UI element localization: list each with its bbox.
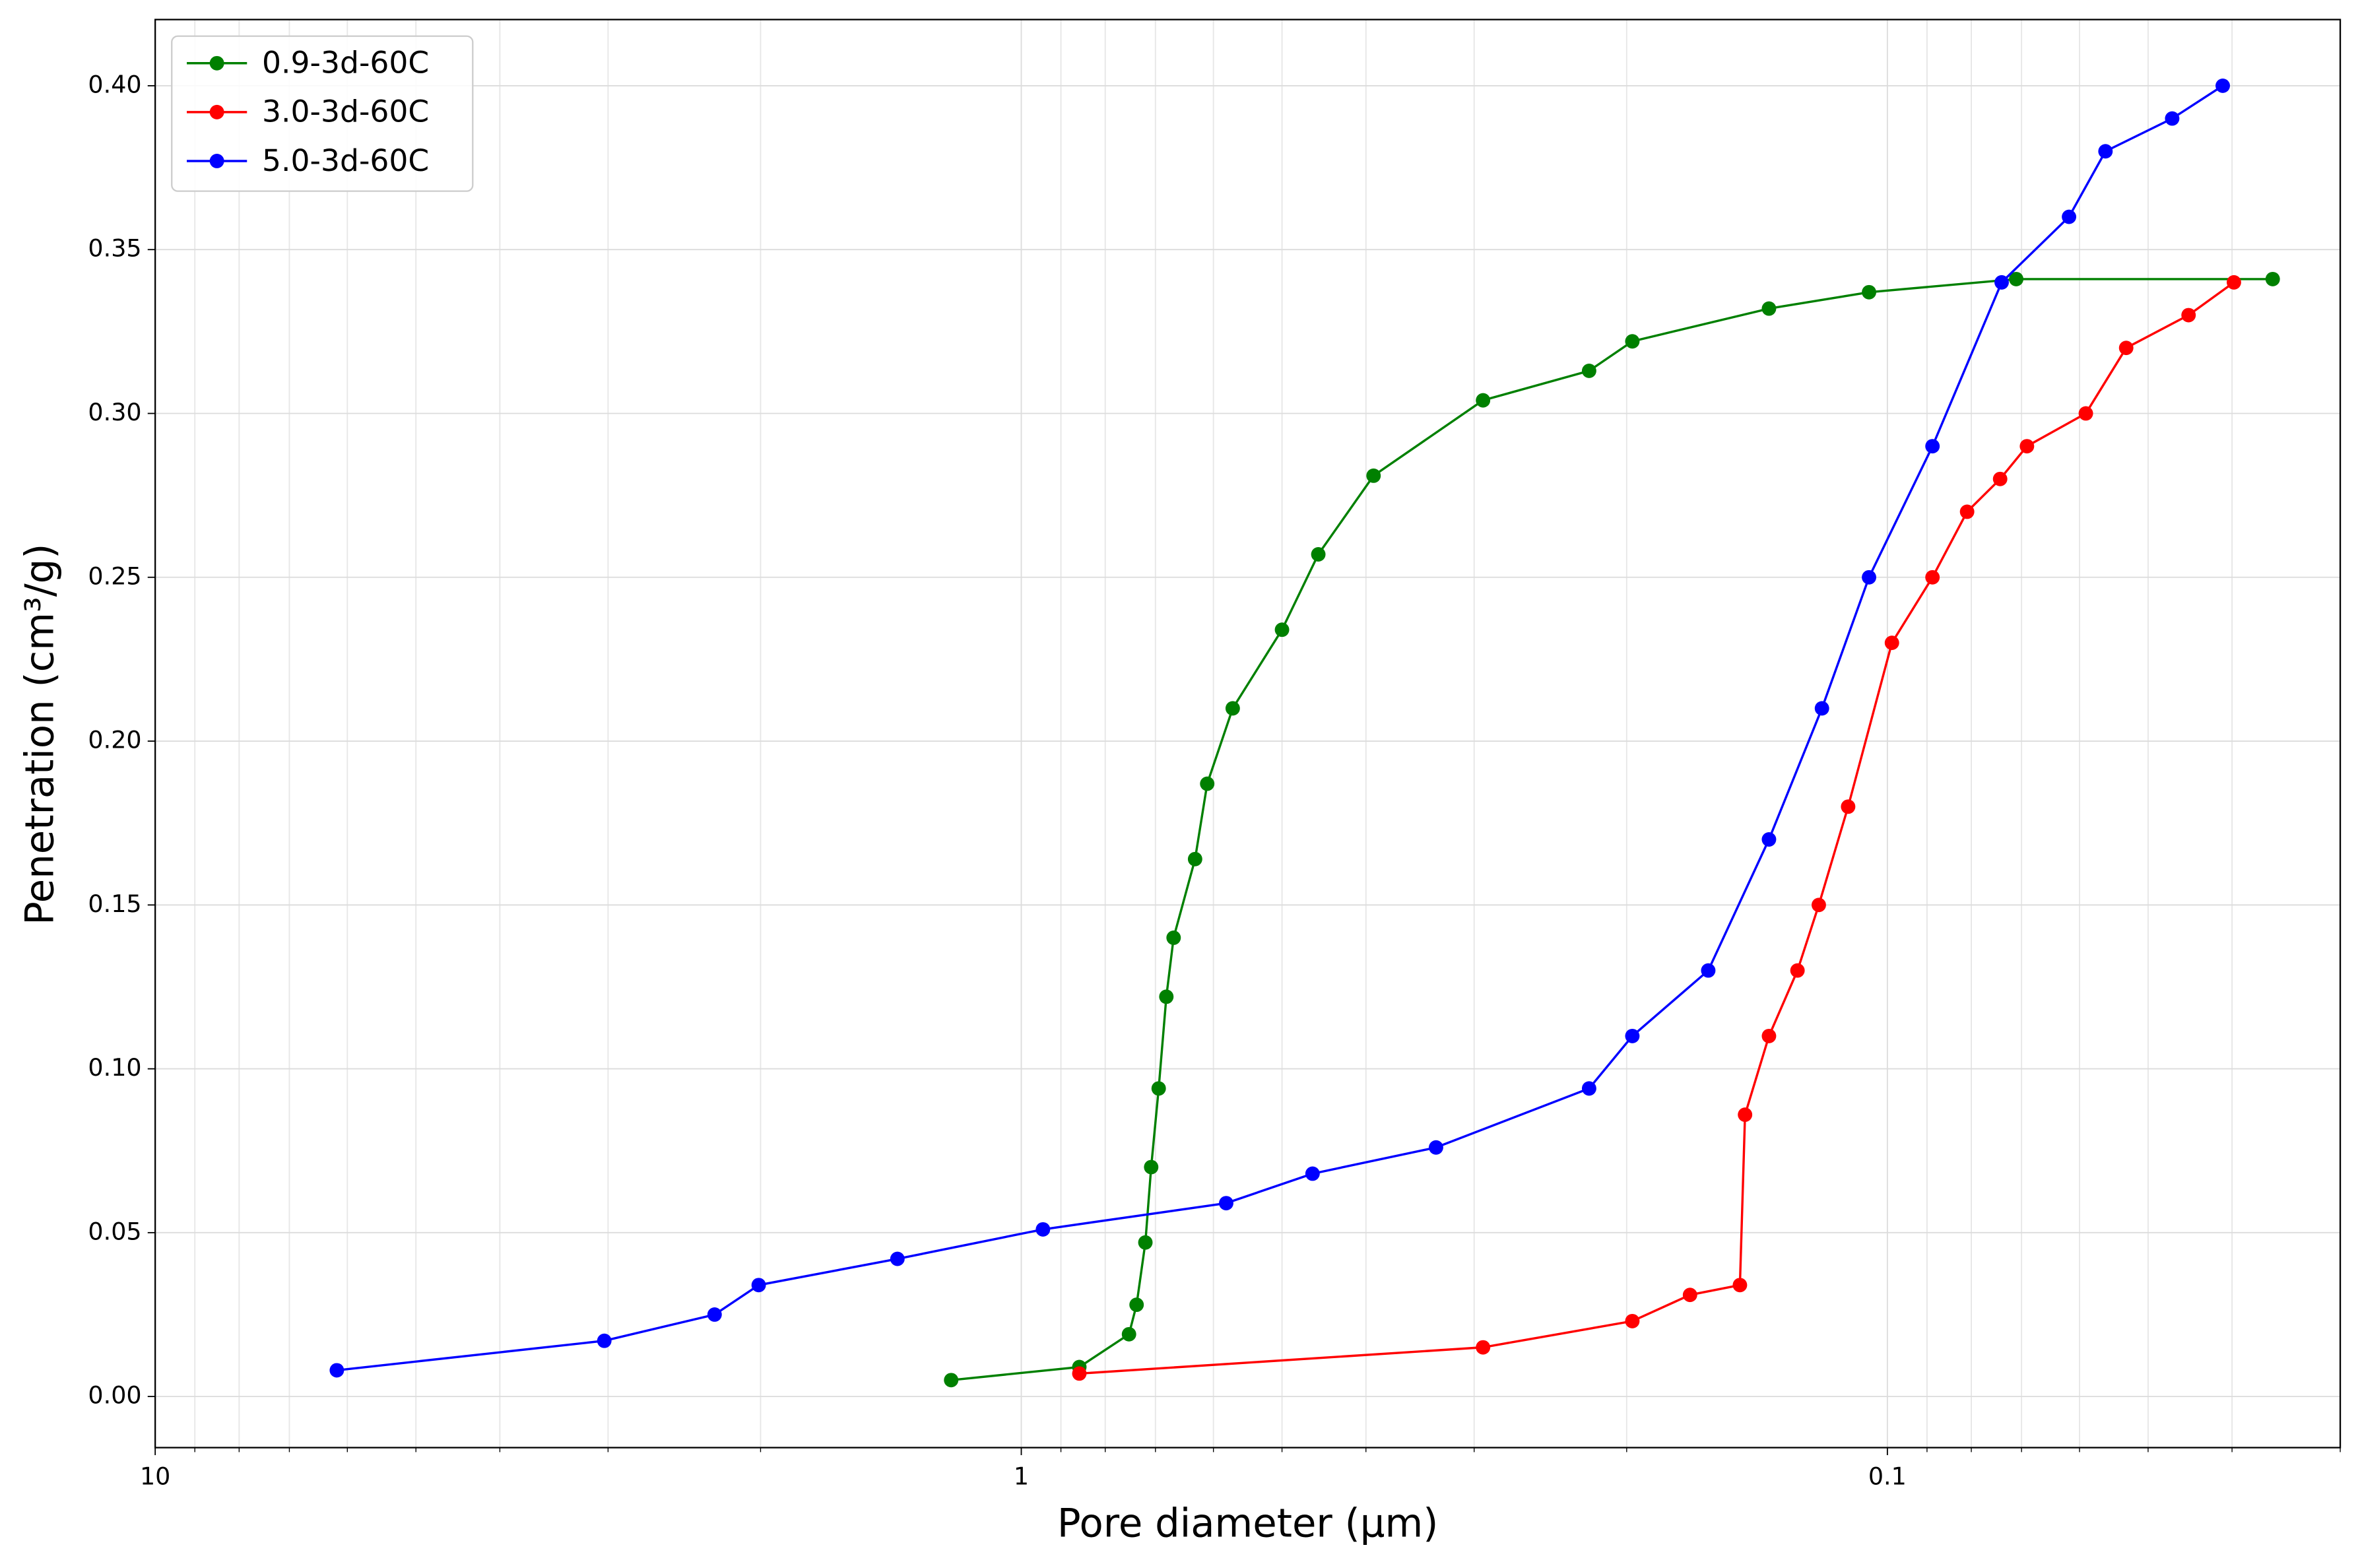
data-point <box>1925 570 1940 585</box>
data-point <box>1812 898 1826 913</box>
data-point <box>1166 931 1181 945</box>
data-point <box>2118 341 2134 356</box>
data-point <box>2165 111 2180 126</box>
legend-marker <box>209 104 224 119</box>
data-point <box>1701 963 1716 978</box>
data-point <box>329 1363 344 1378</box>
data-point <box>1428 1140 1443 1155</box>
legend-label: 5.0-3d-60C <box>262 143 429 178</box>
data-point <box>1311 547 1326 562</box>
data-point <box>1035 1222 1051 1237</box>
data-point <box>1072 1366 1087 1381</box>
data-point <box>707 1307 722 1322</box>
y-tick-label: 0.20 <box>88 726 141 754</box>
y-tick-label: 0.30 <box>88 398 141 426</box>
data-point <box>1992 471 2008 486</box>
x-axis-label: Pore diameter (µm) <box>1057 1500 1438 1546</box>
data-point <box>2078 406 2093 421</box>
data-point <box>751 1278 766 1293</box>
y-tick-label: 0.05 <box>88 1217 141 1245</box>
data-point <box>1159 989 1174 1004</box>
data-point <box>1187 851 1202 866</box>
data-point <box>1761 1028 1777 1043</box>
y-axis-label: Penetration (cm³/g) <box>16 544 62 925</box>
data-point <box>1274 622 1290 637</box>
y-tick-label: 0.40 <box>88 70 141 98</box>
data-point <box>1625 334 1640 349</box>
y-tick-label: 0.00 <box>88 1381 141 1410</box>
data-point <box>1884 636 1899 651</box>
y-tick-label: 0.25 <box>88 562 141 590</box>
data-point <box>2009 271 2024 286</box>
data-point <box>2215 78 2230 93</box>
data-point <box>1129 1297 1144 1313</box>
legend-marker <box>209 154 224 168</box>
legend-marker <box>209 55 224 71</box>
y-tick-label: 0.15 <box>88 890 141 918</box>
data-point <box>1138 1235 1153 1250</box>
data-point <box>597 1333 612 1348</box>
data-point <box>1151 1081 1166 1096</box>
plot-area <box>329 78 2280 1388</box>
data-point <box>1862 284 1876 300</box>
data-point <box>1732 1278 1748 1293</box>
legend: 0.9-3d-60C 3.0-3d-60C 5.0-3d-60C <box>171 35 474 192</box>
data-point <box>2265 271 2280 286</box>
axes-frame <box>154 18 2342 1449</box>
series-line <box>951 278 2273 1381</box>
data-point <box>1738 1107 1753 1123</box>
data-point <box>2227 275 2241 290</box>
data-point <box>1790 963 1805 978</box>
legend-box <box>171 35 474 192</box>
data-point <box>944 1373 959 1388</box>
data-point <box>1144 1160 1159 1175</box>
data-point <box>2098 144 2113 159</box>
data-point <box>1476 393 1491 408</box>
data-point <box>1761 301 1777 316</box>
data-point <box>1682 1288 1697 1303</box>
data-point <box>1761 832 1777 847</box>
data-point <box>1225 701 1240 716</box>
data-point <box>1200 776 1215 791</box>
data-point <box>1121 1326 1136 1342</box>
data-point <box>1625 1028 1640 1043</box>
y-tick-label: 0.10 <box>88 1053 141 1082</box>
legend-label: 3.0-3d-60C <box>262 94 429 129</box>
data-point <box>890 1251 905 1266</box>
data-point <box>2062 209 2077 224</box>
data-point <box>1925 439 1940 454</box>
data-point <box>1994 275 2009 290</box>
data-point <box>1366 468 1381 483</box>
x-tick-label: 0.1 <box>1868 1462 1907 1491</box>
data-point <box>1862 570 1876 585</box>
data-point <box>2019 439 2035 454</box>
data-point <box>2181 308 2196 323</box>
data-point <box>1814 701 1829 716</box>
data-point <box>1305 1166 1320 1181</box>
data-point <box>1841 799 1856 814</box>
data-point <box>1625 1313 1640 1328</box>
data-point <box>1581 1081 1596 1096</box>
data-point <box>1219 1196 1233 1211</box>
data-point <box>1959 504 1975 519</box>
data-point <box>1476 1340 1491 1355</box>
y-tick-label: 0.35 <box>88 234 141 263</box>
x-tick-label: 1 <box>1014 1462 1029 1491</box>
x-tick-label: 10 <box>140 1462 170 1491</box>
data-point <box>1581 363 1596 378</box>
legend-label: 0.9-3d-60C <box>262 46 429 81</box>
